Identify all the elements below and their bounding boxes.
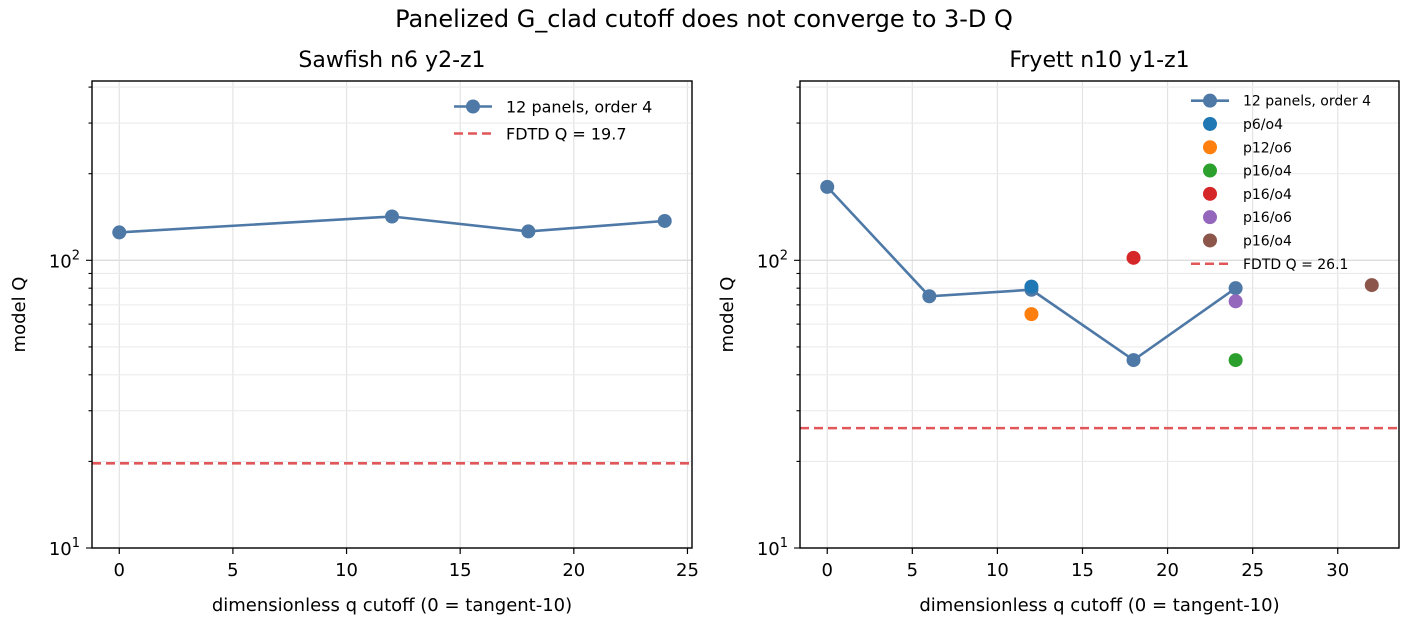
x-tick-label: 5 [227, 560, 238, 581]
legend: 12 panels, order 4 FDTD Q = 19.7 [454, 97, 652, 143]
axes-frame [91, 80, 693, 549]
data-point [1228, 281, 1243, 296]
legend-item-p16-o4: p16/o4 [1203, 186, 1292, 203]
x-tick-label: 5 [907, 560, 918, 581]
data-point [657, 213, 672, 228]
x-tick-label: 15 [449, 560, 472, 581]
legend-label: p12/o6 [1243, 140, 1292, 156]
series-p16-o4-3 [1228, 353, 1243, 368]
x-axis-label: dimensionless q cutoff (0 = tangent-10) [212, 595, 572, 616]
x-tick-label: 10 [335, 560, 358, 581]
legend-label: p16/o6 [1243, 210, 1292, 226]
legend-item-p16-o4: p16/o4 [1203, 163, 1292, 180]
legend-label: p6/o4 [1243, 117, 1283, 133]
legend-item-p12-o6: p12/o6 [1203, 140, 1292, 156]
y-tick-label: 101 [757, 536, 788, 560]
chart-panel-sawfish: 0 5 10 15 20 25 101 102 Sawfish n6 y2-z1 dimensio… [9, 48, 699, 616]
legend: 12 panels, order 4 p6/o4 p12/o6 p16/o4 p16/o… [1191, 93, 1371, 273]
data-point [922, 289, 937, 304]
data-point [385, 209, 399, 224]
legend-swatch-marker [1203, 233, 1217, 248]
legend-item-12-panels-order-4: 12 panels, order 4 [454, 97, 652, 116]
x-tick-label: 0 [114, 560, 125, 581]
x-tick-label: 0 [822, 560, 833, 581]
series-p6-o4-1 [1024, 279, 1039, 294]
data-point [1364, 278, 1379, 293]
series-12-panels-order-4-0 [112, 209, 672, 240]
x-tick-label: 15 [1071, 560, 1094, 581]
legend-item-p16-o4: p16/o4 [1203, 233, 1292, 249]
figure-suptitle: Panelized G_clad cutoff does not converg… [395, 5, 1013, 33]
data-point [1228, 294, 1243, 309]
y-tick-label: 102 [49, 248, 80, 272]
x-tick-label: 25 [676, 560, 699, 581]
chart-panel-fryett: 0 5 10 15 20 25 30 101 102 Fryett n10 y1-z1 dimens… [717, 48, 1400, 616]
legend-item-p16-o6: p16/o6 [1203, 210, 1292, 226]
legend-swatch-marker [466, 99, 480, 114]
legend-label: FDTD Q = 26.1 [1243, 257, 1348, 273]
data-point [1126, 250, 1141, 265]
panel-title: Fryett n10 y1-z1 [1009, 48, 1189, 73]
y-axis-label: model Q [717, 277, 738, 353]
series-p12-o6-2 [1024, 307, 1039, 322]
series-p16-o4-4 [1126, 250, 1141, 265]
legend-item-12-panels-order-4: 12 panels, order 4 [1191, 93, 1371, 110]
legend-swatch-marker [1203, 116, 1217, 131]
x-tick-label: 10 [986, 560, 1009, 581]
data-point [521, 224, 536, 239]
x-tick-label: 25 [1241, 560, 1264, 581]
grid [92, 81, 692, 549]
legend-label: p16/o4 [1243, 164, 1292, 180]
series-p16-o4-6 [1364, 278, 1379, 293]
x-tick-label: 20 [1156, 560, 1179, 581]
y-tick-label: 102 [757, 248, 788, 272]
legend-swatch-marker [1203, 210, 1217, 225]
y-axis-label: model Q [9, 277, 30, 353]
x-tick-label: 30 [1326, 560, 1349, 581]
legend-swatch-marker [1203, 140, 1217, 155]
legend-label: FDTD Q = 19.7 [506, 124, 627, 143]
legend-item-fdtd-q-26-1: FDTD Q = 26.1 [1191, 257, 1348, 273]
data-point [1024, 279, 1039, 294]
data-point [820, 179, 835, 194]
series-p16-o6-5 [1228, 294, 1243, 309]
axes-frame [799, 80, 1400, 549]
x-axis-label: dimensionless q cutoff (0 = tangent-10) [919, 595, 1279, 616]
legend-label: p16/o4 [1243, 233, 1292, 249]
legend-label: 12 panels, order 4 [1243, 94, 1371, 110]
y-tick-label: 101 [49, 536, 80, 560]
legend-item-p6-o4: p6/o4 [1203, 116, 1283, 133]
legend-swatch-marker [1203, 93, 1217, 108]
data-point [1126, 353, 1141, 368]
legend-swatch-marker [1203, 186, 1217, 201]
legend-item-fdtd-q-19-7: FDTD Q = 19.7 [454, 124, 627, 143]
data-point [1024, 307, 1039, 322]
series-line [119, 215, 665, 234]
x-tick-label: 20 [562, 560, 585, 581]
legend-swatch-marker [1203, 163, 1217, 178]
panel-title: Sawfish n6 y2-z1 [298, 48, 485, 73]
data-point [1228, 353, 1243, 368]
legend-label: p16/o4 [1243, 187, 1292, 203]
data-point [112, 225, 127, 240]
grid [800, 81, 1399, 549]
legend-label: 12 panels, order 4 [506, 97, 652, 116]
